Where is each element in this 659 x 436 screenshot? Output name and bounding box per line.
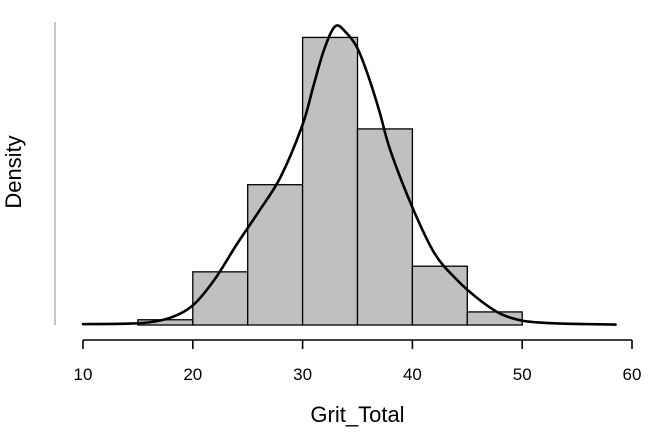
histogram-bar-40-45 bbox=[411, 265, 468, 326]
x-axis-title: Grit_Total bbox=[310, 402, 404, 427]
x-tick-label-40: 40 bbox=[403, 365, 422, 384]
x-tick-label-30: 30 bbox=[293, 365, 312, 384]
histogram-bar-35-40 bbox=[356, 128, 414, 326]
histogram-bars bbox=[137, 36, 523, 326]
density-curve-layer bbox=[81, 24, 617, 326]
x-tick-label-10: 10 bbox=[74, 365, 93, 384]
x-axis-ticks: 10 20 30 40 50 60 bbox=[74, 340, 642, 384]
density-curve bbox=[81, 24, 617, 326]
x-tick-label-20: 20 bbox=[183, 365, 202, 384]
histogram-bar-30-35 bbox=[301, 36, 359, 326]
y-axis-title: Density bbox=[1, 135, 26, 208]
x-tick-label-50: 50 bbox=[513, 365, 532, 384]
histogram-bar-25-30 bbox=[247, 184, 304, 326]
x-tick-label-60: 60 bbox=[623, 365, 642, 384]
